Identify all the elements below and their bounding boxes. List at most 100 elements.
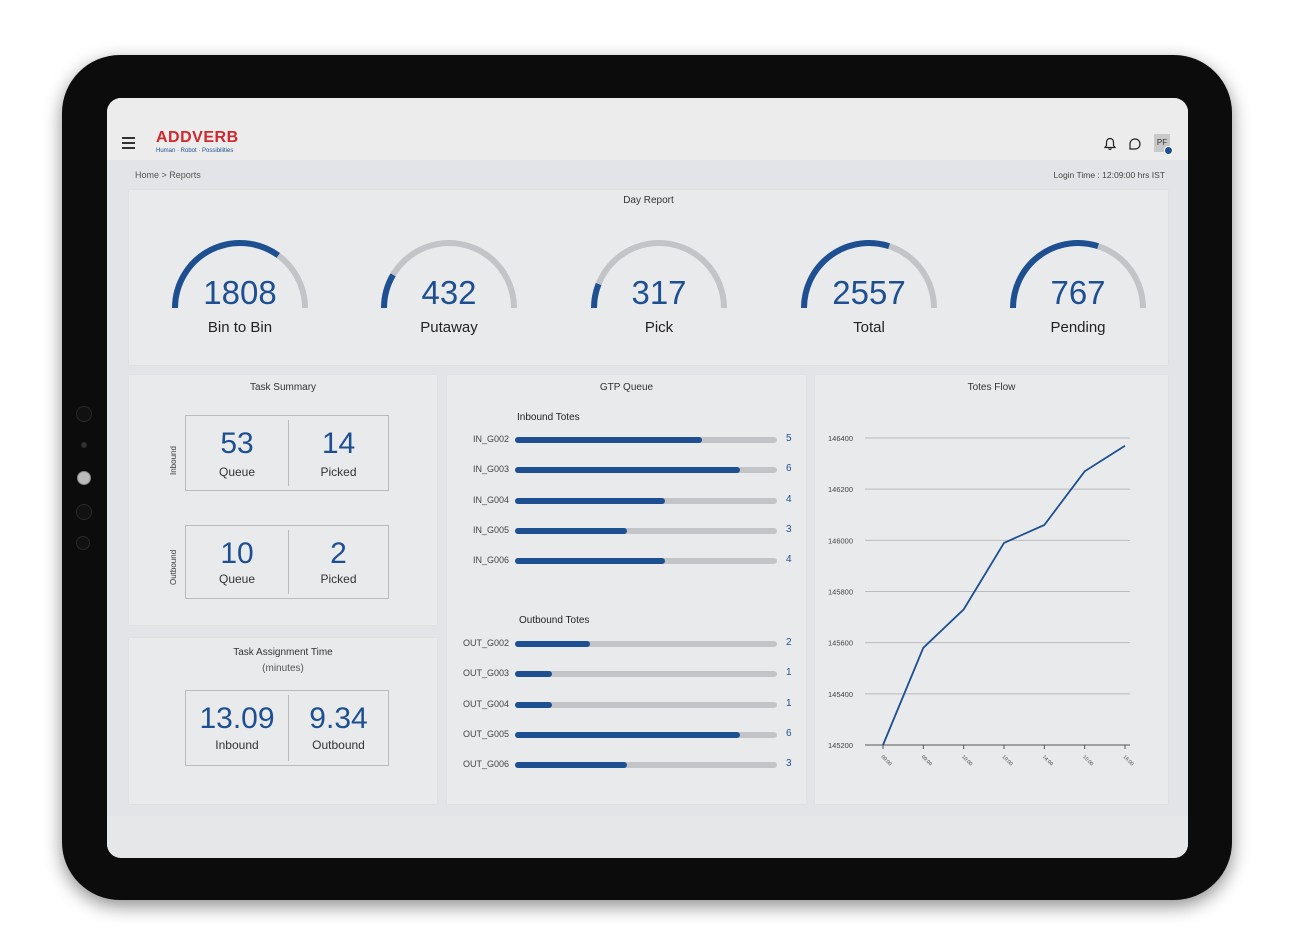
panel-title: Day Report (623, 195, 674, 206)
queue-bar-track (515, 467, 777, 474)
gauge-label: Total (853, 319, 885, 336)
gauge-label: Bin to Bin (207, 319, 273, 336)
queue-row-label: OUT_G005 (462, 728, 509, 739)
gauge-fill (172, 240, 280, 309)
queue-bar-fill (515, 762, 628, 769)
status-dot (1164, 146, 1173, 155)
x-tick-label: 15:00 (1081, 754, 1094, 767)
panel-title: Totes Flow (967, 382, 1016, 393)
divider (288, 530, 289, 594)
divider (288, 695, 289, 761)
outbound-time-value: 9.34 (309, 702, 368, 735)
camera-icon (77, 471, 91, 485)
queue-bar-track (515, 641, 777, 647)
queue-bar-fill (515, 467, 740, 474)
breadcrumb[interactable]: Home > Reports (135, 170, 201, 180)
queue-row-label: IN_G005 (472, 524, 509, 535)
bell-icon[interactable] (1103, 137, 1117, 151)
menu-icon[interactable] (122, 137, 135, 149)
chat-icon[interactable] (1128, 137, 1142, 151)
queue-row-label: IN_G003 (472, 464, 509, 475)
queue-row-count: 3 (786, 758, 792, 770)
app-screen: ADDVERB Human · Robot · Possibilities PF… (107, 98, 1188, 858)
gauge-arc (381, 240, 517, 309)
series-line (882, 444, 1126, 746)
gauge-value: 432 (421, 274, 477, 311)
totes-flow-panel: Totes Flow 146400 146200 146000 145800 14560… (815, 375, 1168, 804)
queue-bar-fill (515, 497, 665, 504)
queue-row-label: OUT_G006 (462, 759, 509, 770)
side-button (76, 536, 90, 550)
queue-bar-track (515, 731, 777, 738)
inbound-label: Inbound (169, 446, 178, 475)
gauge: 1808 Bin to Bin (165, 230, 315, 340)
queue-bar-fill (515, 731, 740, 738)
queue-row-count: 1 (786, 667, 792, 679)
queue-row-label: OUT_G004 (462, 698, 509, 709)
panel-title: GTP Queue (599, 382, 654, 393)
user-avatar[interactable]: PF (1154, 134, 1173, 155)
y-tick-label: 146200 (828, 485, 853, 494)
queue-bar-track (515, 558, 777, 565)
gauge-label: Putaway (420, 319, 478, 336)
gauge-fill (590, 282, 602, 309)
gauge-label: Pending (1050, 319, 1106, 336)
gauge: 317 Pick (584, 230, 734, 340)
gauge-label: Pick (644, 319, 674, 336)
outbound-picked-value: 2 (330, 537, 347, 570)
queue-row-count: 6 (786, 463, 792, 475)
gauge: 767 Pending (1003, 230, 1153, 340)
gauge: 432 Putaway (374, 230, 524, 340)
inbound-time-label: Inbound (215, 738, 259, 752)
inbound-picked-value: 14 (321, 427, 356, 460)
outbound-queue-label: Queue (218, 572, 256, 586)
gauge-arc (172, 240, 308, 309)
login-time: Login Time : 12:09:00 hrs IST (1053, 170, 1165, 180)
x-tick-label: 10:00 (1001, 754, 1014, 767)
queue-bar-track (515, 671, 777, 678)
day-report-panel: Day Report (129, 190, 1168, 365)
inbound-picked-label: Picked (320, 465, 357, 479)
task-summary-panel: Task Summary Inbound 53 Queue 14 Picked … (129, 375, 437, 625)
inbound-queue-value: 53 (220, 427, 254, 460)
queue-row-label: IN_G002 (472, 434, 509, 444)
gauge: 2557 Total (794, 230, 944, 340)
inbound-time-value: 13.09 (199, 702, 275, 735)
gauge-fill (381, 273, 396, 309)
footer-strip (107, 816, 1188, 858)
inbound-stat-box: 53 Queue 14 Picked (185, 415, 389, 491)
queue-bar-track (515, 437, 777, 443)
x-tick-label: 09:00 (920, 754, 933, 767)
outbound-picked-label: Picked (320, 572, 357, 586)
queue-row-label: IN_G006 (472, 555, 509, 566)
task-assignment-panel: Task Assignment Time (minutes) 13.09 Inb… (129, 638, 437, 804)
y-tick-label: 145600 (828, 639, 853, 648)
panel-title: Task Summary (249, 382, 317, 393)
queue-bar-fill (515, 671, 553, 678)
y-tick-label: 146000 (828, 536, 853, 545)
totes-flow-chart: 146400 146200 146000 145800 145600 145400 1452… (828, 434, 1135, 767)
gauge-value: 767 (1050, 274, 1106, 311)
queue-row-label: IN_G004 (472, 494, 509, 505)
y-tick-label: 146400 (828, 434, 853, 443)
queue-row-count: 1 (786, 697, 792, 709)
top-bar: ADDVERB Human · Robot · Possibilities PF (107, 98, 1188, 160)
outbound-label: Outbound (169, 549, 178, 585)
queue-bar-fill (515, 558, 665, 565)
gauge-value: 317 (631, 274, 687, 311)
queue-row-count: 3 (786, 523, 792, 535)
queue-row-count: 6 (786, 727, 792, 739)
gauge-arc (590, 240, 727, 309)
queue-row-label: OUT_G003 (462, 668, 509, 679)
assignment-stat-box: 13.09 Inbound 9.34 Outbound (185, 690, 389, 766)
inbound-queue-label: Queue (218, 465, 256, 479)
y-tick-label: 145800 (828, 588, 853, 597)
x-tick-label: 10:00 (960, 754, 973, 767)
queue-row-count: 2 (786, 637, 792, 648)
inbound-totes-title: Inbound Totes (517, 412, 580, 423)
logo[interactable]: ADDVERB (156, 129, 239, 146)
gauge-fill (801, 240, 891, 309)
outbound-time-label: Outbound (312, 738, 365, 752)
queue-bar-track (515, 497, 777, 504)
sensor-dot (81, 442, 87, 448)
